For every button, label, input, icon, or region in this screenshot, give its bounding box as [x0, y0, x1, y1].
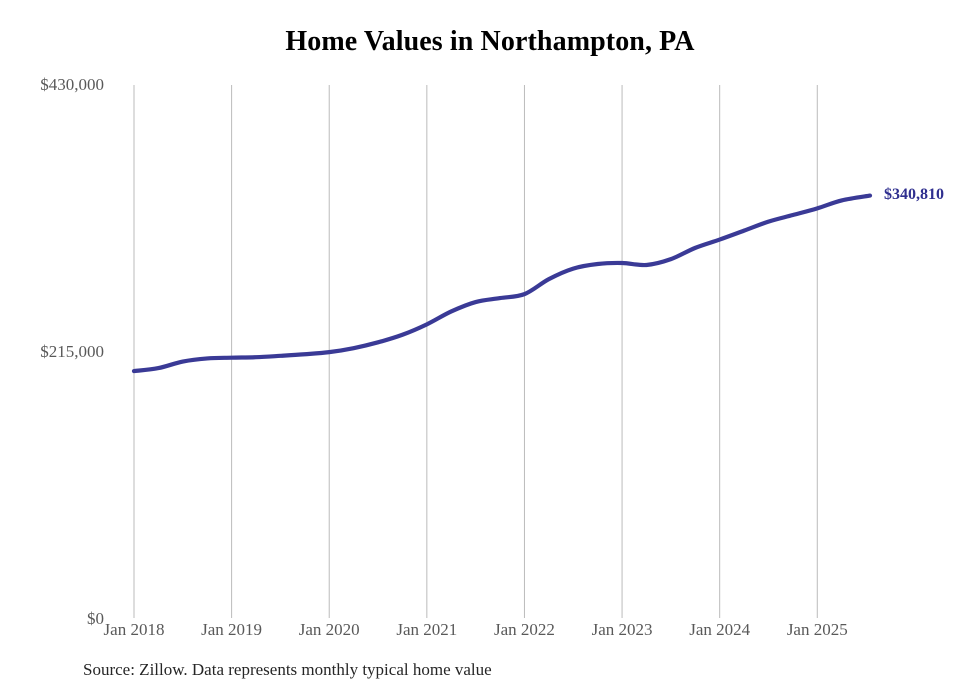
- x-axis-tick-jan-2020: Jan 2020: [298, 620, 360, 639]
- y-axis-tick-zero: $0: [87, 609, 104, 628]
- x-axis-tick-jan-2018: Jan 2018: [103, 620, 165, 639]
- page-title: Home Values in Northampton, PA: [285, 26, 695, 57]
- x-axis-tick-jan-2025: Jan 2025: [786, 620, 848, 639]
- x-axis-tick-jan-2022: Jan 2022: [493, 620, 555, 639]
- y-axis-tick-labels: $430,000 $215,000 $0: [0, 0, 104, 699]
- vertical-gridlines: [133, 85, 818, 618]
- x-axis-tick-jan-2019: Jan 2019: [201, 620, 263, 639]
- x-axis-tick-jan-2021: Jan 2021: [396, 620, 458, 639]
- x-axis-tick-jan-2023: Jan 2023: [591, 620, 653, 639]
- home-value-line: [131, 193, 873, 374]
- y-axis-tick-top: $430,000: [40, 75, 104, 94]
- end-value-annotation: $340,810: [884, 185, 944, 203]
- y-axis-tick-mid: $215,000: [40, 342, 104, 361]
- source-note: Source: Zillow. Data represents monthly …: [83, 660, 492, 679]
- x-axis-tick-jan-2024: Jan 2024: [689, 620, 751, 639]
